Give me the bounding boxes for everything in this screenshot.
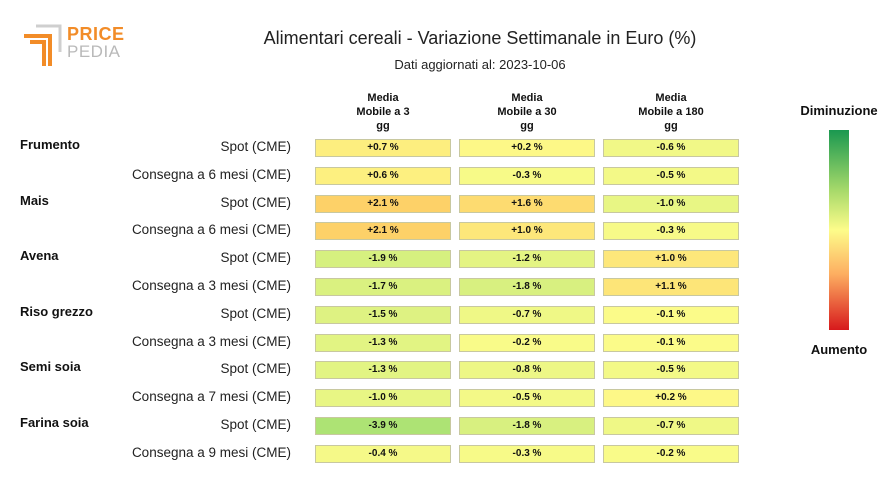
heatmap-cell: -1.9 % [315, 250, 451, 269]
heatmap-cell: -1.2 % [459, 250, 595, 269]
row-label: Spot (CME) [220, 361, 291, 377]
row-label: Consegna a 7 mesi (CME) [131, 389, 291, 405]
column-header-line: Mobile a 180 [638, 106, 704, 118]
pricepedia-logo: PRICE PEDIA [20, 22, 130, 74]
group-label: Farina soia [20, 415, 89, 430]
heatmap-cell: -0.7 % [459, 305, 595, 324]
heatmap-cell: -0.4 % [315, 444, 451, 463]
heatmap-cell: -1.0 % [315, 389, 451, 408]
column-header-line: Mobile a 30 [497, 106, 557, 118]
row-label: Spot (CME) [220, 139, 291, 154]
pricepedia-logo-icon [24, 24, 62, 66]
heatmap-cell: +1.6 % [459, 194, 595, 213]
column-header-line: gg [520, 120, 534, 132]
legend-top-label: Diminuzione [800, 103, 878, 118]
column-header-line: Media [367, 92, 399, 104]
logo-text-pedia: PEDIA [67, 42, 121, 61]
column-header-line: Mobile a 3 [356, 106, 410, 118]
heatmap-cell: +0.2 % [459, 139, 595, 157]
heatmap-cell: -1.8 % [459, 417, 595, 435]
heatmap-cell: -1.7 % [315, 278, 451, 296]
heatmap-cell: +1.0 % [459, 222, 595, 241]
heatmap-cell: +2.1 % [315, 222, 451, 241]
chart-title: Alimentari cereali - Variazione Settiman… [263, 28, 697, 48]
heatmap-cell: -0.3 % [459, 166, 595, 185]
legend-bottom-label: Aumento [810, 342, 868, 357]
group-label: Mais [20, 192, 49, 208]
heatmap-cell: -0.5 % [459, 389, 595, 408]
heatmap-cell: +1.1 % [603, 278, 739, 296]
heatmap-cell: -1.3 % [315, 333, 451, 352]
heatmap-cell: -0.6 % [603, 139, 739, 157]
chart-subtitle: Dati aggiornati al: 2023-10-06 [394, 57, 566, 72]
row-label: Consegna a 6 mesi (CME) [131, 166, 291, 182]
heatmap-cell: +2.1 % [315, 194, 451, 213]
group-label: Semi soia [20, 359, 81, 375]
column-header-line: Media [655, 92, 687, 104]
group-label: Riso grezzo [20, 303, 93, 319]
column-header: Media Mobile a 3 gg [315, 91, 451, 133]
heatmap-cell: -0.5 % [603, 361, 739, 380]
heatmap-cell: -0.3 % [603, 222, 739, 241]
logo-text-price: PRICE [67, 24, 125, 44]
heatmap-cell: -0.1 % [603, 305, 739, 324]
heatmap-cell: -1.0 % [603, 194, 739, 213]
heatmap-cell: -0.2 % [603, 444, 739, 463]
heatmap-cell: +0.6 % [315, 166, 451, 185]
heatmap-cell: -0.5 % [603, 166, 739, 185]
column-header-line: gg [664, 120, 678, 132]
legend-color-scale [829, 130, 849, 330]
heatmap-cell: -1.3 % [315, 361, 451, 380]
heatmap-cell: -3.9 % [315, 417, 451, 435]
heatmap-cell: -0.2 % [459, 333, 595, 352]
heatmap-cell: -1.5 % [315, 305, 451, 324]
group-label: Avena [20, 248, 59, 264]
heatmap-cell: -0.8 % [459, 361, 595, 380]
heatmap-cell: -0.7 % [603, 417, 739, 435]
column-header-line: gg [376, 120, 390, 132]
heatmap-cell: -0.1 % [603, 333, 739, 352]
column-header: Media Mobile a 180 gg [603, 91, 739, 133]
row-label: Consegna a 3 mesi (CME) [131, 278, 291, 293]
heatmap-cell: +0.7 % [315, 139, 451, 157]
column-header: Media Mobile a 30 gg [459, 91, 595, 133]
heatmap-cell: -1.8 % [459, 278, 595, 296]
row-label: Spot (CME) [220, 417, 291, 432]
heatmap-cell: +0.2 % [603, 389, 739, 408]
row-label: Spot (CME) [220, 194, 291, 210]
column-header-line: Media [511, 92, 543, 104]
row-label: Consegna a 9 mesi (CME) [131, 444, 291, 460]
row-label: Consegna a 3 mesi (CME) [131, 333, 291, 349]
row-label: Spot (CME) [220, 250, 291, 266]
group-label: Frumento [20, 137, 80, 152]
row-label: Consegna a 6 mesi (CME) [131, 222, 291, 238]
heatmap-cell: -0.3 % [459, 444, 595, 463]
row-label: Spot (CME) [220, 305, 291, 321]
heatmap-cell: +1.0 % [603, 250, 739, 269]
